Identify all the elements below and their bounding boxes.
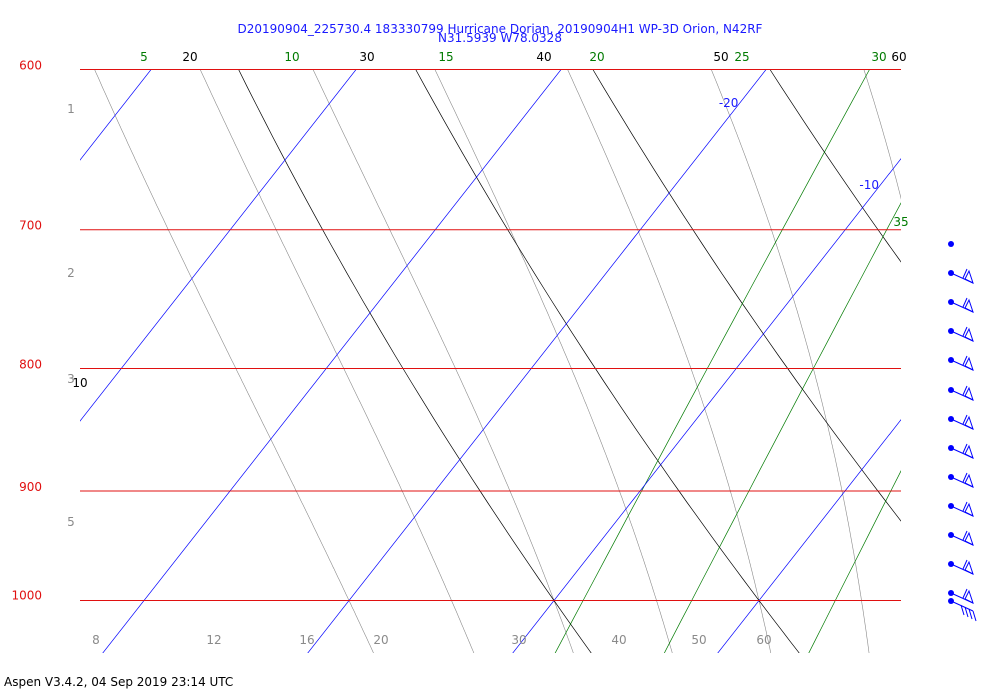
dry-adiabat-label: 30 xyxy=(359,50,374,64)
pressure-tick-label: 700 xyxy=(19,219,42,233)
pressure-tick-label: 900 xyxy=(19,480,42,494)
bottom-axis-label: 30 xyxy=(511,633,526,647)
height-km-label: 3 xyxy=(67,372,75,386)
axis-labels: 6007008009001000-20-10010203040510152025… xyxy=(11,50,908,647)
wind-barb xyxy=(948,355,974,371)
moist-adiabat-line xyxy=(312,69,574,653)
wind-barb xyxy=(948,598,977,622)
height-km-label: 2 xyxy=(67,266,75,280)
dry-adiabat-line xyxy=(237,69,592,653)
mixing-ratio-line xyxy=(808,470,901,653)
isotherm-line xyxy=(717,419,901,653)
dry-adiabat-label: 40 xyxy=(536,50,551,64)
wind-barb xyxy=(948,241,954,247)
dry-adiabat-label: 60 xyxy=(891,50,906,64)
wind-barb xyxy=(948,559,974,575)
wind-barb xyxy=(948,326,974,342)
bottom-axis-label: 60 xyxy=(756,633,771,647)
bottom-axis-label: 8 xyxy=(92,633,100,647)
isotherm-line xyxy=(80,69,357,422)
isobar-lines xyxy=(80,69,901,601)
moist-adiabat-line xyxy=(710,69,870,653)
isotherm-label: -20 xyxy=(719,96,739,110)
wind-barb xyxy=(948,443,974,459)
isotherm-label: -10 xyxy=(859,178,879,192)
isotherm-line xyxy=(102,69,562,653)
wind-barb xyxy=(948,414,974,430)
mixing-ratio-line xyxy=(663,202,901,653)
chart-title-line1: D20190904_225730.4 183330799 Hurricane D… xyxy=(238,22,763,36)
dry-adiabat-label: 50 xyxy=(713,50,728,64)
mixing-ratio-line xyxy=(554,69,871,653)
moist-adiabat-line xyxy=(434,69,673,653)
wind-barb xyxy=(948,472,974,488)
footer-version: Aspen V3.4.2, 04 Sep 2019 23:14 UTC xyxy=(4,675,233,689)
isotherm-line xyxy=(872,0,1000,700)
bottom-axis-label: 12 xyxy=(206,633,221,647)
mixing-ratio-label: 5 xyxy=(140,50,148,64)
height-km-label: 1 xyxy=(67,102,75,116)
mixing-ratio-label: 20 xyxy=(589,50,604,64)
chart-title-line2: N31.5939 W78.0328 xyxy=(438,31,562,45)
dry-adiabat-line xyxy=(415,69,800,653)
wind-barb xyxy=(948,268,974,284)
dry-adiabat-line xyxy=(592,69,901,522)
pressure-tick-label: 600 xyxy=(19,59,42,73)
moist-adiabat-line xyxy=(567,69,772,653)
mixing-ratio-label: 30 xyxy=(871,50,886,64)
mixing-ratio-label: 35 xyxy=(893,215,908,229)
height-km-label: 5 xyxy=(67,515,75,529)
dry-adiabat-line xyxy=(769,69,901,263)
bottom-axis-label: 40 xyxy=(611,633,626,647)
pressure-tick-label: 800 xyxy=(19,358,42,372)
isotherm-line xyxy=(512,158,901,653)
mixing-ratio-line xyxy=(987,0,1000,700)
dry-adiabat-label: 10 xyxy=(72,376,87,390)
bottom-axis-label: 16 xyxy=(299,633,314,647)
wind-barb xyxy=(948,588,974,604)
mixing-ratio-line xyxy=(876,0,1000,700)
wind-barb xyxy=(948,385,974,401)
isotherm-line xyxy=(80,69,152,161)
mixing-ratio-label: 15 xyxy=(438,50,453,64)
wind-barb xyxy=(948,297,974,313)
mixing-ratio-label: 10 xyxy=(284,50,299,64)
dry-adiabat-label: 20 xyxy=(182,50,197,64)
bottom-axis-label: 50 xyxy=(691,633,706,647)
moist-adiabat-line xyxy=(863,69,901,200)
moist-adiabat-line xyxy=(199,69,475,653)
bottom-axis-label: 20 xyxy=(373,633,388,647)
wind-barb xyxy=(948,530,974,546)
wind-barb xyxy=(948,501,974,517)
mixing-ratio-label: 25 xyxy=(734,50,749,64)
pressure-tick-label: 1000 xyxy=(11,589,42,603)
isotherm-line xyxy=(0,0,2,700)
moist-adiabat-line xyxy=(94,69,374,653)
wind-barb-column xyxy=(948,241,977,622)
isotherm-line xyxy=(307,69,767,653)
